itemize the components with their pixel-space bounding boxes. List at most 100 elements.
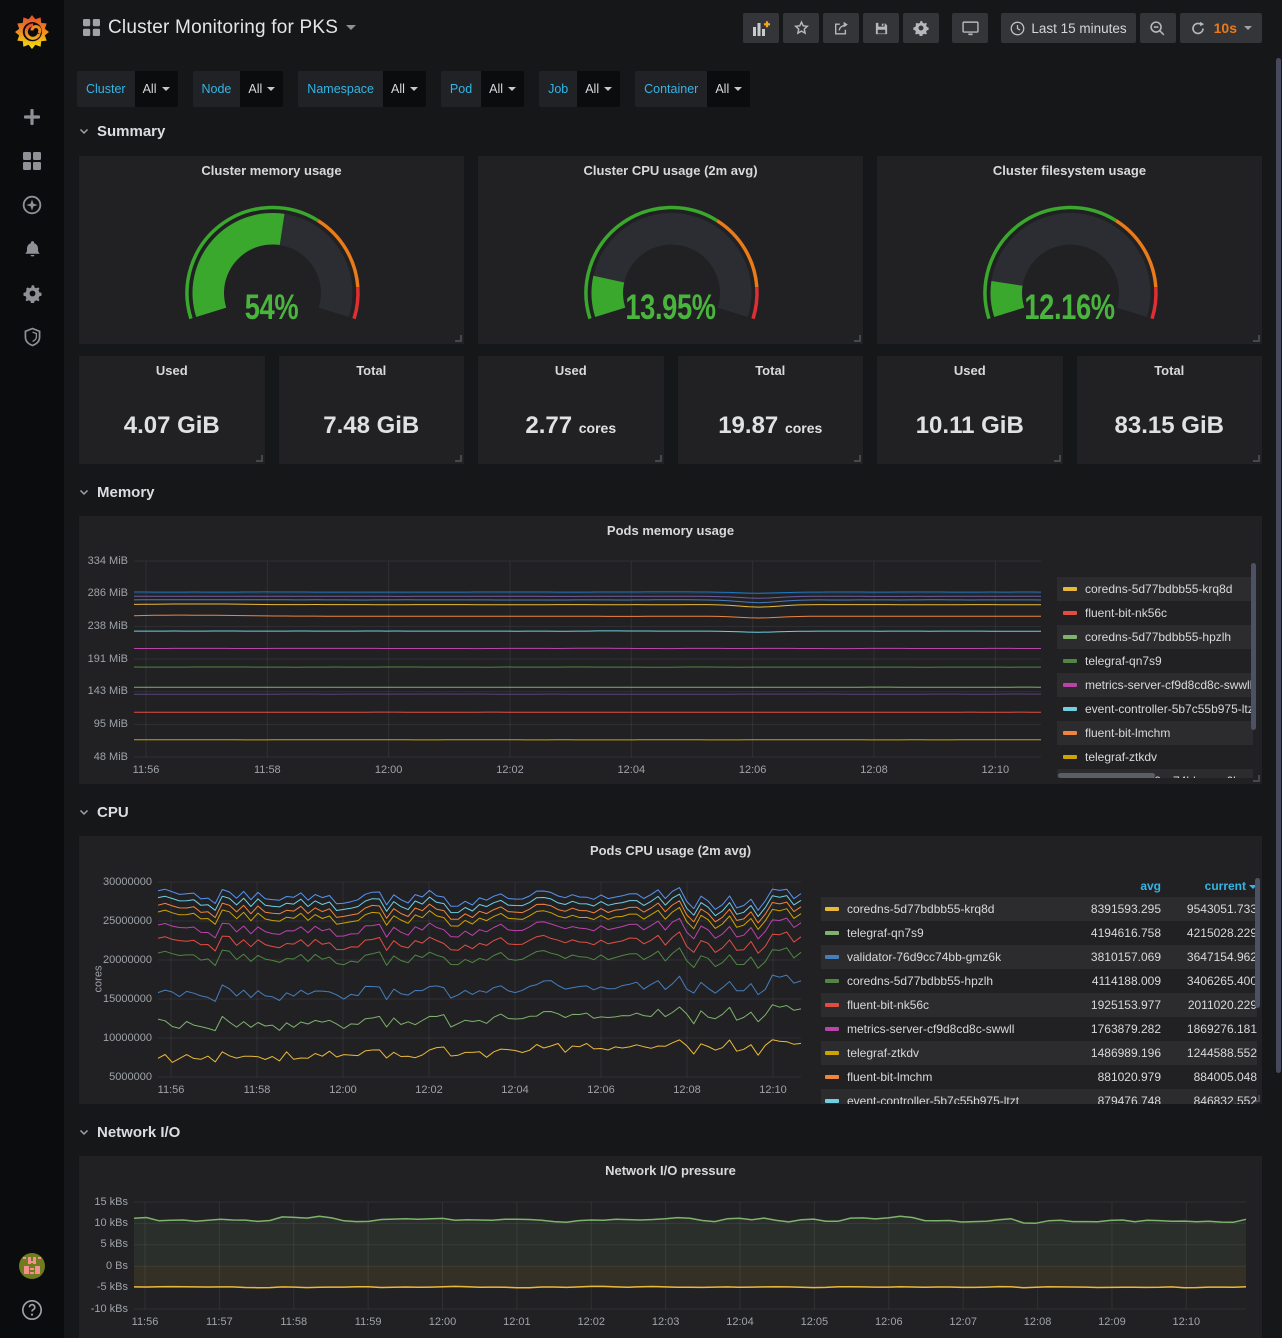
legend-row[interactable]: fluent-bit-nk56c 1925153.977 2011020.229 (821, 993, 1257, 1017)
variable-value-dropdown[interactable]: All (577, 71, 621, 107)
sidebar-item-help[interactable] (0, 1290, 64, 1334)
variable-value-dropdown[interactable]: All (481, 71, 525, 107)
legend-item[interactable]: validator-76d9cc74bb-gmz6k (1057, 769, 1253, 778)
share-button[interactable] (823, 13, 860, 43)
legend-row[interactable]: validator-76d9cc74bb-gmz6k 3810157.069 364… (821, 945, 1257, 969)
legend-item[interactable]: event-controller-5b7c55b975-ltzt (1057, 697, 1253, 721)
panel-resize-handle[interactable] (1253, 1095, 1260, 1102)
sidebar-item-explore[interactable] (0, 183, 64, 227)
series-color-dash[interactable] (825, 931, 839, 935)
legend-column-current[interactable]: current (1161, 879, 1257, 893)
panel-resize-handle[interactable] (455, 335, 462, 342)
series-color-dash[interactable] (825, 979, 839, 983)
panel-title[interactable]: Pods CPU usage (2m avg) (589, 843, 752, 858)
panel-resize-handle[interactable] (1053, 455, 1061, 462)
caret-down-icon[interactable] (346, 25, 357, 30)
variable-cluster[interactable]: Cluster All (77, 71, 178, 107)
series-color-dash[interactable] (1063, 683, 1077, 687)
sidebar-item-profile[interactable] (0, 1246, 64, 1290)
variable-container[interactable]: Container All (635, 71, 751, 107)
series-color-dash[interactable] (825, 1003, 839, 1007)
legend-row[interactable]: telegraf-ztkdv 1486989.196 1244588.552 (821, 1041, 1257, 1065)
variable-job[interactable]: Job All (539, 71, 621, 107)
section-header-summary[interactable]: Summary (78, 118, 1263, 144)
sidebar-item-create[interactable] (0, 95, 64, 139)
series-color-dash[interactable] (825, 1099, 839, 1103)
panel-title[interactable]: Total (356, 363, 387, 378)
series-color-dash[interactable] (1063, 755, 1077, 759)
series-color-dash[interactable] (825, 907, 839, 911)
legend-row[interactable]: telegraf-qn7s9 4194616.758 4215028.229 (821, 921, 1257, 945)
variable-node[interactable]: Node All (192, 71, 284, 107)
section-header-memory[interactable]: Memory (78, 479, 1263, 505)
sidebar-item-alerting[interactable] (0, 227, 64, 271)
legend-item[interactable]: fluent-bit-nk56c (1057, 601, 1253, 625)
variable-value-dropdown[interactable]: All (240, 71, 284, 107)
add-panel-button[interactable] (743, 13, 780, 43)
sidebar-item-dashboards[interactable] (0, 139, 64, 183)
legend-item[interactable]: coredns-5d77bdbb55-krq8d (1057, 577, 1253, 601)
panel-resize-handle[interactable] (1253, 775, 1260, 782)
save-button[interactable] (863, 13, 900, 43)
panel-title[interactable]: Used (554, 363, 587, 378)
panel-title[interactable]: Cluster memory usage (201, 163, 342, 178)
legend-vertical-scrollbar[interactable] (1251, 563, 1256, 730)
legend-row[interactable]: event-controller-5b7c55b975-ltzt 879476.7… (821, 1089, 1257, 1104)
legend-row[interactable]: fluent-bit-lmchm 881020.979 884005.048 (821, 1065, 1257, 1089)
panel-resize-handle[interactable] (1253, 335, 1260, 342)
variable-value-dropdown[interactable]: All (707, 71, 751, 107)
series-color-dash[interactable] (825, 1051, 839, 1055)
sidebar-item-configuration[interactable] (0, 271, 64, 315)
series-color-dash[interactable] (825, 1075, 839, 1079)
panel-title[interactable]: Total (755, 363, 786, 378)
panel-title[interactable]: Used (155, 363, 188, 378)
variable-value-dropdown[interactable]: All (383, 71, 426, 107)
legend-item[interactable]: metrics-server-cf9d8cd8c-swwll (1057, 673, 1253, 697)
panel-resize-handle[interactable] (1253, 455, 1260, 462)
legend-vertical-scrollbar[interactable] (1255, 878, 1260, 1008)
panel-resize-handle[interactable] (854, 335, 861, 342)
refresh-button[interactable]: 10s (1179, 13, 1262, 43)
legend-item[interactable]: telegraf-qn7s9 (1057, 649, 1253, 673)
panel-title[interactable]: Cluster CPU usage (2m avg) (583, 163, 758, 178)
legend-row[interactable]: coredns-5d77bdbb55-krq8d 8391593.295 95430… (821, 897, 1257, 921)
variable-value-dropdown[interactable]: All (134, 71, 178, 107)
sidebar-item-server-admin[interactable] (0, 315, 64, 359)
legend-row[interactable]: metrics-server-cf9d8cd8c-swwll 1763879.28… (821, 1017, 1257, 1041)
panel-resize-handle[interactable] (654, 455, 662, 462)
legend-item[interactable]: fluent-bit-lmchm (1057, 721, 1253, 745)
series-color-dash[interactable] (1063, 659, 1077, 663)
panel-resize-handle[interactable] (854, 455, 861, 462)
star-button[interactable] (783, 13, 820, 43)
legend-row[interactable]: coredns-5d77bdbb55-hpzlh 4114188.009 34062… (821, 969, 1257, 993)
panel-title[interactable]: Network I/O pressure (605, 1163, 736, 1178)
page-scrollbar[interactable] (1276, 58, 1281, 1073)
series-color-dash[interactable] (1063, 707, 1077, 711)
series-color-dash[interactable] (825, 1027, 839, 1031)
legend-item[interactable]: telegraf-ztkdv (1057, 745, 1253, 769)
time-range-button[interactable]: Last 15 minutes (1001, 13, 1136, 43)
panel-title[interactable]: Cluster filesystem usage (992, 163, 1147, 178)
section-header-network[interactable]: Network I/O (78, 1119, 1263, 1145)
panel-resize-handle[interactable] (255, 455, 263, 462)
variable-pod[interactable]: Pod All (440, 71, 525, 107)
legend-column-avg[interactable]: avg (1140, 879, 1161, 893)
section-header-cpu[interactable]: CPU (78, 799, 1263, 825)
series-color-dash[interactable] (1063, 587, 1077, 591)
panel-title[interactable]: Used (953, 363, 986, 378)
dashboard-title[interactable]: Cluster Monitoring for PKS (108, 16, 339, 38)
panel-title[interactable]: Total (1154, 363, 1185, 378)
panel-resize-handle[interactable] (455, 455, 462, 462)
zoom-out-button[interactable] (1139, 13, 1176, 43)
tv-mode-button[interactable] (952, 13, 989, 43)
series-color-dash[interactable] (825, 955, 839, 959)
legend-item[interactable]: coredns-5d77bdbb55-hpzlh (1057, 625, 1253, 649)
panel-title[interactable]: Pods memory usage (606, 523, 735, 538)
settings-gear-button[interactable] (903, 13, 940, 43)
grafana-logo[interactable] (12, 10, 52, 50)
legend-horizontal-scrollbar[interactable] (1058, 773, 1155, 778)
variable-namespace[interactable]: Namespace All (298, 71, 426, 107)
series-color-dash[interactable] (1063, 731, 1077, 735)
series-color-dash[interactable] (1063, 611, 1077, 615)
series-color-dash[interactable] (1063, 635, 1077, 639)
